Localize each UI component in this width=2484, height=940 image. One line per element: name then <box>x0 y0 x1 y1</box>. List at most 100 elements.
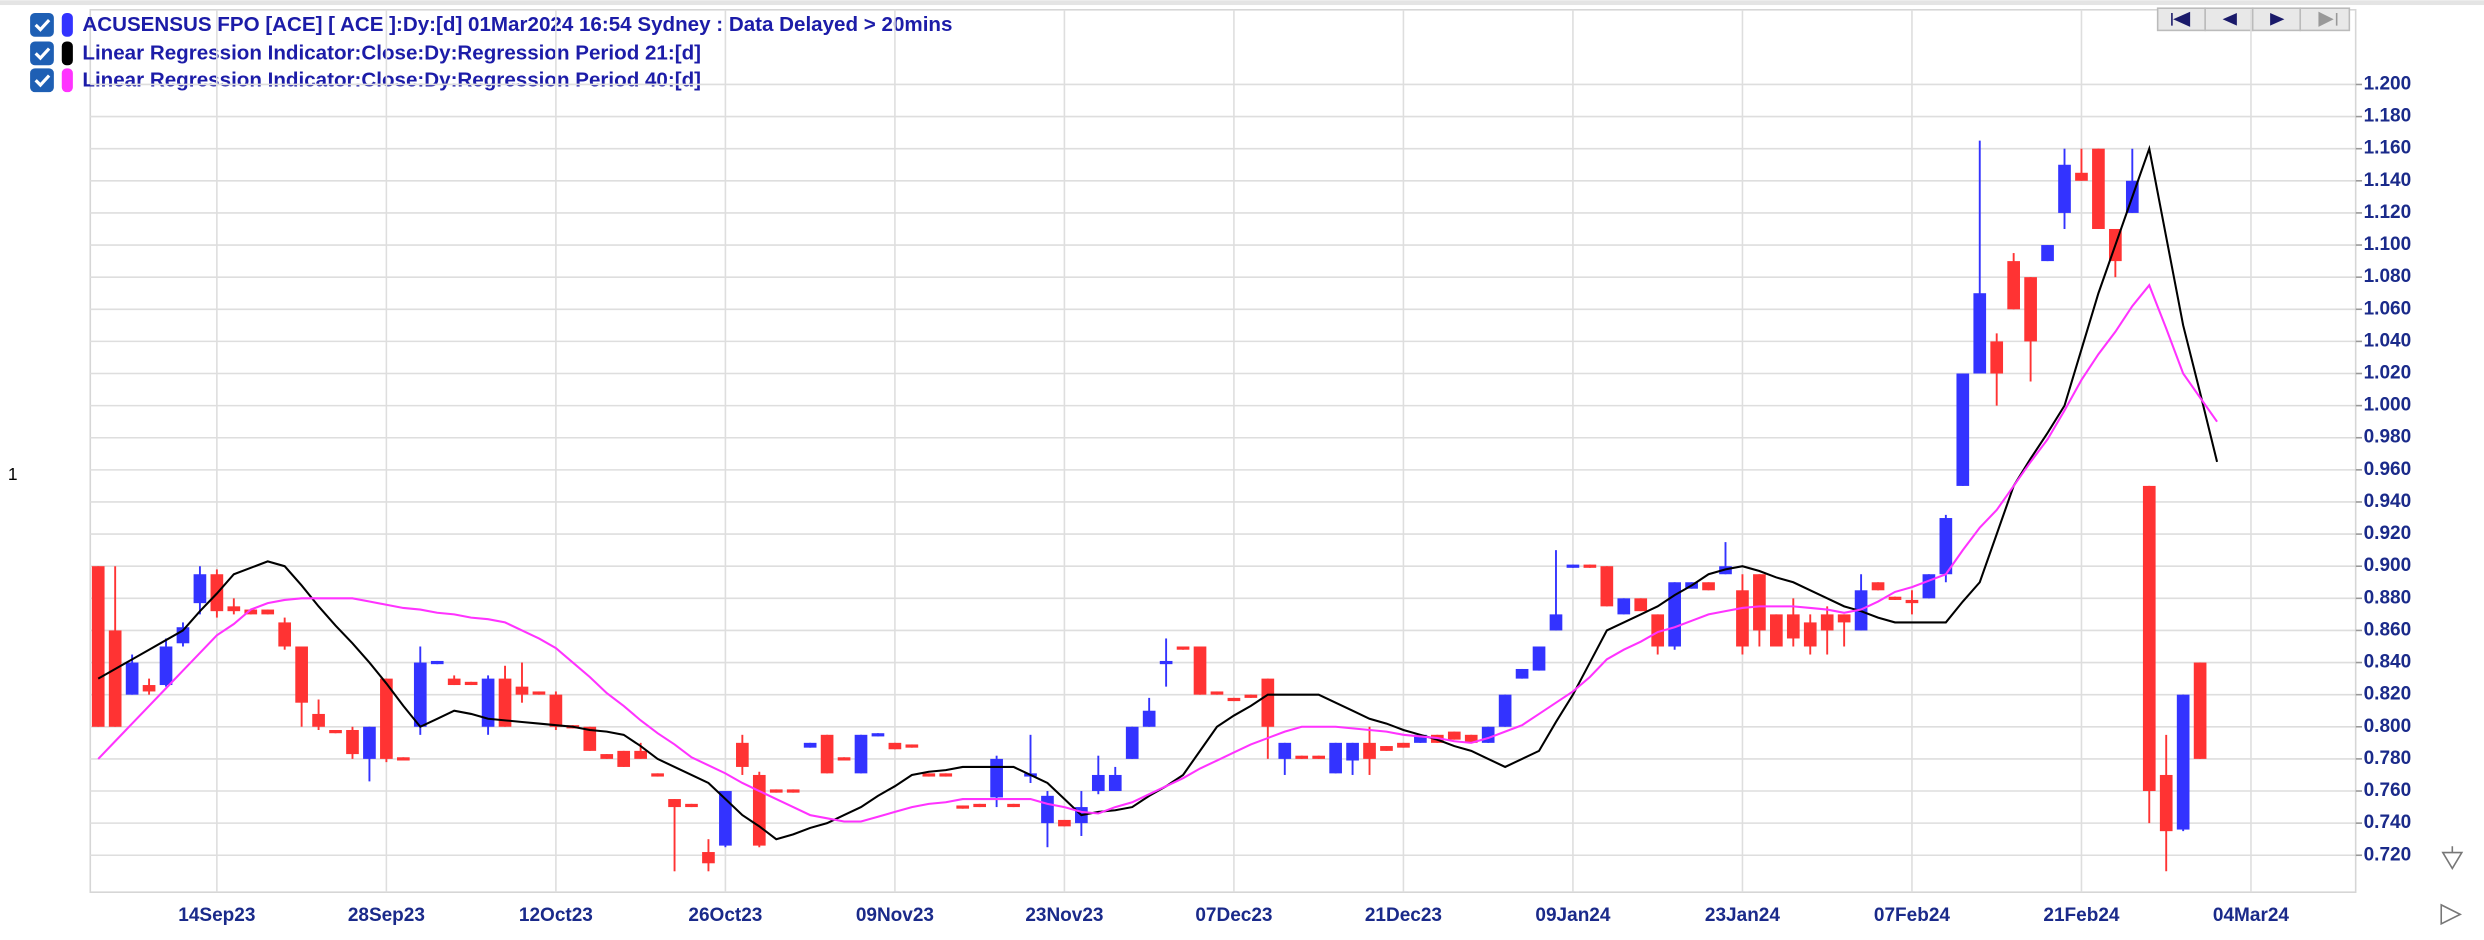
candle-body <box>973 803 986 808</box>
candle-body <box>1312 755 1326 759</box>
candle-body <box>1888 596 1902 600</box>
x-tick-label: 21Dec23 <box>1365 905 1442 926</box>
y-tick-label: 1.200 <box>2364 73 2412 94</box>
candle-body <box>2024 277 2037 342</box>
legend-swatch <box>61 68 73 93</box>
checkbox[interactable] <box>30 68 54 93</box>
candle-body <box>1905 599 1919 604</box>
candle-body <box>854 734 868 774</box>
candle-body <box>1397 742 1410 748</box>
y-tick-label: 1.000 <box>2364 395 2412 416</box>
candle-body <box>905 744 919 748</box>
candle-body <box>1956 373 1970 486</box>
checkbox[interactable] <box>30 12 54 37</box>
legend-label: Linear Regression Indicator:Close:Dy:Reg… <box>82 69 701 92</box>
candle-body <box>2058 164 2071 213</box>
candle-body <box>1193 646 1207 695</box>
legend-swatch <box>61 41 73 66</box>
y-tick-label: 0.780 <box>2364 748 2412 769</box>
candle-body <box>1447 731 1461 740</box>
next-icon <box>2270 12 2285 26</box>
axis-labels: 0.720 0.740 0.760 0.780 0.800 0.820 0.840 0.860… <box>178 73 2411 925</box>
x-tick-label: 28Sep23 <box>348 905 425 926</box>
candle-body <box>396 757 410 761</box>
y-tick-label: 0.920 <box>2364 523 2412 544</box>
candle-body <box>142 685 156 692</box>
scroll-right-icon[interactable] <box>2440 903 2463 926</box>
candle-body <box>312 713 325 727</box>
candle-body <box>1142 710 1156 727</box>
candle-body <box>108 630 122 727</box>
candle-body <box>278 622 292 647</box>
candle-body <box>1803 622 1817 647</box>
y-tick-label: 1.120 <box>2364 202 2412 223</box>
candle-body <box>1973 293 1987 374</box>
first-icon <box>2171 11 2191 27</box>
candle-body <box>651 773 664 777</box>
legend-item[interactable]: Linear Regression Indicator:Close:Dy:Reg… <box>30 68 701 93</box>
candle-body <box>1736 590 1749 647</box>
candle-body <box>668 799 681 808</box>
candle-body <box>447 678 461 686</box>
y-tick-label: 1.140 <box>2364 170 2412 191</box>
plot-frame <box>89 9 2357 893</box>
candle-body <box>1159 660 1173 665</box>
check-mark <box>34 19 51 32</box>
candle-body <box>532 691 546 695</box>
candle-body <box>1041 795 1054 824</box>
candle-body <box>922 773 936 777</box>
candle-body <box>1753 574 1766 631</box>
candle-body <box>1617 598 1631 615</box>
candle-body <box>1786 614 1800 639</box>
candle-body <box>1566 564 1580 568</box>
candle-body <box>244 609 258 615</box>
candle-body <box>634 750 647 759</box>
candle-body <box>837 757 851 761</box>
candle-body <box>380 678 393 759</box>
candle-body <box>2193 662 2207 759</box>
candle-body <box>346 729 359 755</box>
candle-body <box>2159 774 2173 832</box>
candle-body <box>1770 614 1783 647</box>
scroll-down-icon[interactable] <box>2441 846 2464 870</box>
candle-body <box>1261 678 1275 727</box>
candle-body <box>1227 697 1241 702</box>
candle-body <box>91 566 105 727</box>
y-tick-label: 1.020 <box>2364 363 2412 384</box>
candle-body <box>2176 694 2190 830</box>
candle-body <box>1363 742 1376 759</box>
marks <box>91 140 2219 872</box>
legend-item[interactable]: Linear Regression Indicator:Close:Dy:Reg… <box>30 41 701 66</box>
y-tick-label: 1.180 <box>2364 106 2412 127</box>
candle-body <box>1210 691 1224 695</box>
y-tick-label: 1.060 <box>2364 298 2412 319</box>
y-tick-label: 0.760 <box>2364 780 2412 801</box>
x-tick-label: 23Jan24 <box>1705 905 1780 926</box>
candle-body <box>1125 726 1139 759</box>
candle-body <box>125 662 139 695</box>
candle-body <box>1058 819 1071 827</box>
legend-item[interactable]: ACUSENSUS FPO [ACE] [ ACE ]:Dy:[d] 01Mar… <box>30 12 952 37</box>
candle-body <box>261 609 275 615</box>
candle-body <box>1634 598 1648 612</box>
candle-body <box>2007 261 2020 310</box>
x-tick-label: 21Feb24 <box>2043 905 2119 926</box>
candle-body <box>1091 774 1105 792</box>
candle-body <box>464 681 478 686</box>
candle-body <box>1990 341 2004 374</box>
checkbox[interactable] <box>30 41 54 66</box>
candle-body <box>2092 148 2105 229</box>
candle-body <box>1515 668 1529 679</box>
navigation-buttons <box>2156 7 2351 32</box>
last-icon <box>2318 11 2338 27</box>
y-tick-label: 1.080 <box>2364 266 2412 287</box>
candle-body <box>430 660 444 665</box>
candle-body <box>803 742 817 748</box>
x-tick-label: 12Oct23 <box>519 905 593 926</box>
y-tick-label: 0.740 <box>2364 812 2412 833</box>
candle-body <box>1820 614 1834 631</box>
candle-body <box>2075 172 2088 181</box>
candle-body <box>227 606 241 612</box>
